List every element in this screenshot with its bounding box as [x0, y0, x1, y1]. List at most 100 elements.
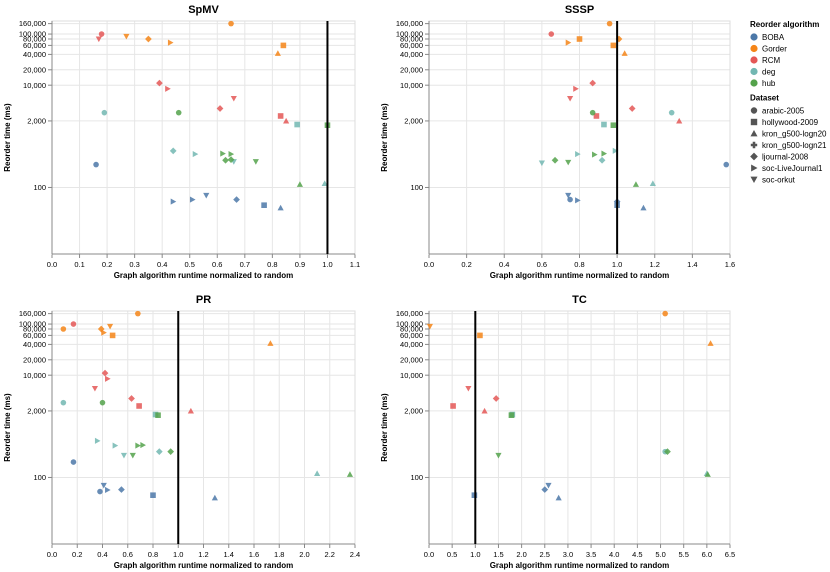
y-tick-label: 40,000 — [400, 50, 423, 59]
data-point — [589, 109, 596, 116]
legend-swatch — [750, 56, 758, 64]
data-point — [123, 33, 130, 40]
x-tick-label: 2.5 — [540, 550, 550, 559]
x-tick-label: 6.0 — [702, 550, 712, 559]
y-tick-label: 160,000 — [396, 19, 423, 28]
data-point — [135, 310, 141, 317]
y-tick-label: 80,000 — [23, 325, 46, 334]
y-tick-label: 2,000 — [27, 117, 46, 126]
data-point — [601, 150, 608, 157]
data-point — [575, 197, 581, 204]
data-point — [227, 156, 235, 164]
data-point — [593, 113, 600, 119]
data-point — [70, 321, 77, 327]
data-point — [567, 95, 574, 102]
data-point — [170, 198, 177, 205]
data-point — [294, 121, 300, 128]
x-tick-label: 1.0 — [322, 260, 332, 269]
data-point — [274, 50, 281, 56]
data-point — [228, 20, 234, 27]
legend-item-label: hub — [762, 79, 776, 88]
data-point — [97, 488, 103, 495]
x-axis-label: Graph algorithm runtime normalized to ra… — [490, 561, 670, 570]
data-point — [632, 181, 640, 187]
x-tick-label: 0.3 — [129, 260, 139, 269]
data-point — [450, 403, 456, 409]
data-point — [277, 204, 284, 211]
data-point — [545, 482, 552, 489]
y-tick-label: 2,000 — [404, 407, 423, 416]
data-point — [101, 369, 109, 377]
data-point — [101, 329, 107, 336]
data-point — [492, 395, 500, 402]
data-point — [129, 452, 136, 459]
data-point — [565, 192, 572, 199]
x-tick-label: 1.8 — [274, 550, 284, 559]
legend-swatch — [750, 67, 758, 76]
data-point — [60, 326, 67, 332]
legend-swatch — [750, 44, 758, 53]
data-point — [155, 412, 161, 419]
data-point — [668, 109, 675, 116]
data-point — [156, 79, 163, 87]
legend-item-label: deg — [762, 68, 775, 77]
data-point — [567, 196, 573, 203]
x-tick-label: 0.5 — [185, 260, 195, 269]
y-tick-label: 20,000 — [23, 355, 46, 364]
data-point — [610, 122, 617, 129]
x-tick-label: 0.6 — [123, 550, 133, 559]
data-point — [109, 332, 116, 339]
plot-frame — [428, 310, 731, 545]
x-axis-label: Graph algorithm runtime normalized to ra… — [114, 271, 294, 280]
data-point — [565, 159, 572, 166]
x-tick-label: 0.2 — [72, 550, 82, 559]
plot-frame — [51, 20, 356, 255]
x-tick-label: 2.2 — [325, 550, 335, 559]
x-tick-label: 0.5 — [447, 550, 457, 559]
x-tick-label: 0.0 — [47, 260, 57, 269]
legend-item-label: ljournal-2008 — [762, 153, 809, 162]
data-point — [203, 192, 210, 199]
x-tick-label: 0.6 — [212, 260, 222, 269]
x-tick-label: 0.4 — [157, 260, 167, 269]
y-tick-label: 10,000 — [400, 371, 423, 380]
x-axis-label: Graph algorithm runtime normalized to ra… — [490, 271, 670, 280]
x-tick-label: 1.1 — [350, 260, 360, 269]
data-point — [296, 181, 303, 187]
data-point — [481, 407, 488, 414]
data-point — [707, 340, 714, 346]
x-tick-label: 1.6 — [725, 260, 735, 269]
x-tick-label: 0.0 — [47, 550, 57, 559]
data-point — [187, 407, 194, 414]
x-tick-label: 0.2 — [102, 260, 112, 269]
y-tick-label: 60,000 — [400, 331, 423, 340]
y-tick-label: 100,000 — [19, 30, 46, 39]
data-point — [98, 31, 105, 37]
y-tick-label: 60,000 — [400, 41, 423, 50]
data-point — [610, 42, 617, 49]
x-tick-label: 2.4 — [350, 550, 360, 559]
data-point — [252, 159, 259, 165]
chart-panel-tc: 0.0 0.5 1.0 1.5 2.0 2.5 3.0 3.5 4.0 4.5 5.0 5.5 6.0 6… — [380, 294, 735, 570]
data-point — [105, 486, 111, 494]
y-tick-label: 10,000 — [23, 81, 46, 90]
y-tick-label: 80,000 — [400, 325, 423, 334]
data-point — [99, 399, 106, 406]
x-tick-label: 0.7 — [240, 260, 250, 269]
x-tick-label: 1.4 — [224, 550, 234, 559]
x-tick-label: 5.5 — [678, 550, 688, 559]
x-tick-label: 0.9 — [295, 260, 305, 269]
y-tick-label: 100,000 — [396, 30, 423, 39]
x-tick-label: 0.8 — [148, 550, 158, 559]
chart-title: SpMV — [188, 4, 219, 16]
data-point — [267, 340, 274, 346]
data-point — [233, 196, 240, 203]
chart-title: PR — [196, 294, 211, 306]
y-tick-label: 80,000 — [23, 35, 46, 44]
data-point — [575, 150, 581, 158]
data-point — [135, 442, 141, 449]
data-point — [165, 85, 171, 92]
legend-title-algorithm: Reorder algorithm — [750, 20, 819, 29]
x-tick-label: 1.5 — [493, 550, 503, 559]
